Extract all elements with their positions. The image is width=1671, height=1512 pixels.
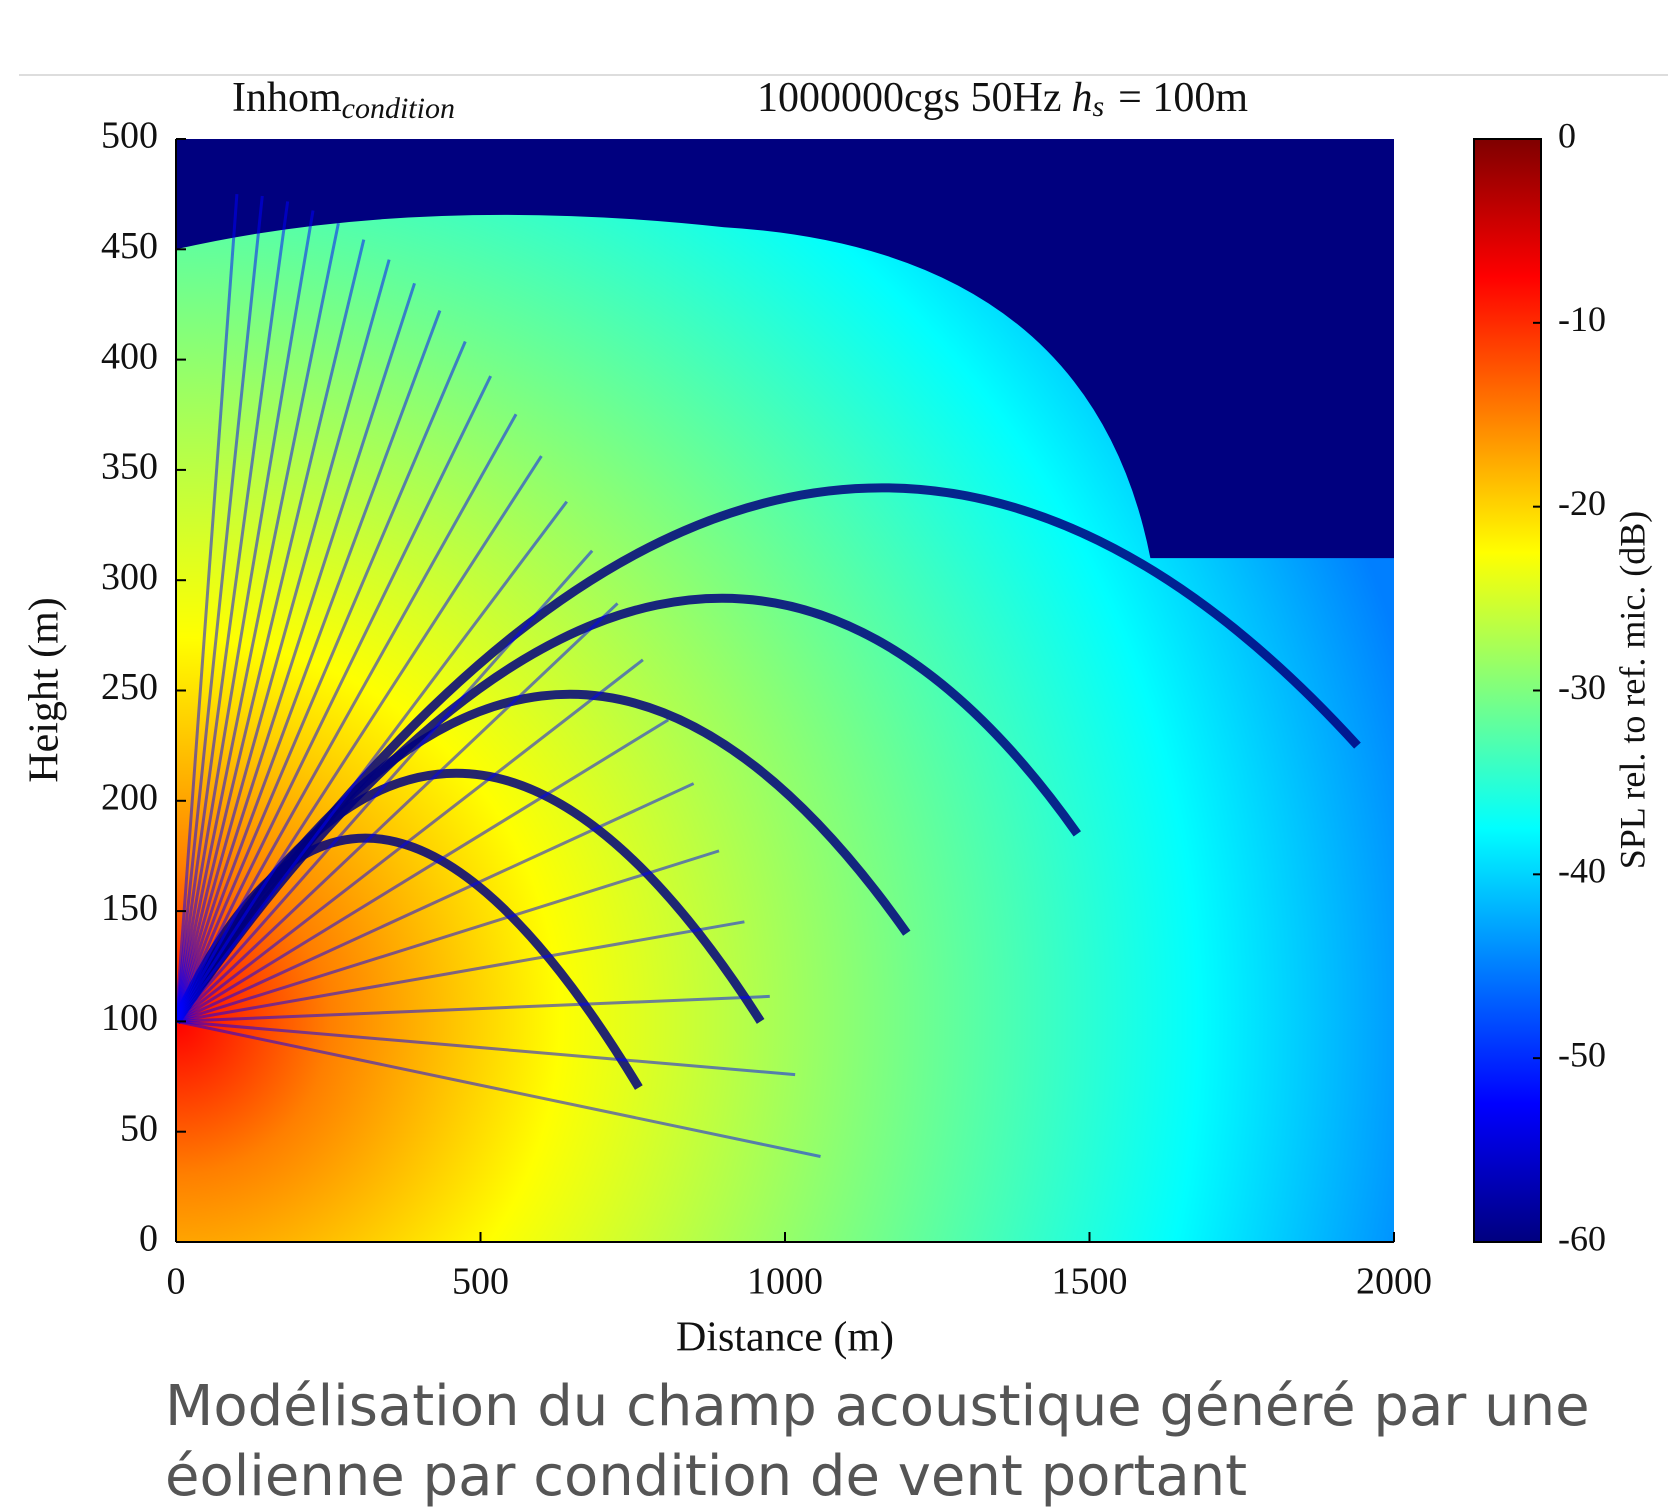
x-tick-label: 0	[167, 1261, 186, 1303]
field-ray	[176, 259, 391, 1022]
colorbar-tick-label: -30	[1558, 667, 1606, 707]
heatmap-field	[176, 139, 1394, 1242]
field-ray	[176, 920, 745, 1023]
y-tick-label: 400	[101, 335, 158, 377]
y-tick-label: 200	[101, 777, 158, 819]
colorbar-tick-label: 0	[1558, 115, 1576, 155]
y-tick-label: 0	[139, 1218, 158, 1260]
field-ray	[176, 602, 619, 1023]
field-ray	[176, 549, 594, 1023]
field-ray	[176, 658, 644, 1023]
field-ray	[176, 455, 543, 1023]
colorbar-tick-label: -60	[1558, 1218, 1606, 1258]
colorbar-label: SPL rel. to ref. mic. (dB)	[1612, 511, 1652, 870]
x-axis-label: Distance (m)	[676, 1315, 894, 1361]
field-ray	[176, 413, 518, 1023]
field-ray	[176, 1019, 796, 1077]
field-ray	[176, 310, 442, 1022]
title-text: 1000000cgs 50Hz	[757, 75, 1061, 121]
y-tick-label: 50	[120, 1107, 158, 1149]
colorbar-tick-label: -10	[1558, 299, 1606, 339]
title-sub: s	[1092, 90, 1104, 123]
field-ray	[176, 194, 239, 1022]
title-rest: = 100m	[1118, 75, 1248, 121]
field-ray	[176, 210, 315, 1022]
y-tick-label: 300	[101, 556, 158, 598]
colorbar-tick-label: -20	[1558, 483, 1606, 523]
y-tick-label: 450	[101, 225, 158, 267]
field-ray	[176, 239, 366, 1022]
x-tick-label: 1000	[747, 1261, 823, 1303]
field-ray	[176, 340, 467, 1022]
title-sub: condition	[342, 92, 455, 125]
y-tick-label: 500	[101, 115, 158, 157]
x-tick-label: 1500	[1052, 1261, 1128, 1303]
field-ray	[176, 718, 670, 1023]
y-tick-label: 100	[101, 997, 158, 1039]
field-ray	[176, 282, 416, 1022]
field-region	[176, 214, 1394, 1242]
field-ray	[176, 222, 340, 1022]
y-tick-label: 250	[101, 666, 158, 708]
field-ray	[176, 201, 290, 1022]
field-ray	[176, 782, 695, 1023]
y-axis-label: Height (m)	[22, 597, 68, 782]
field-ray	[176, 375, 492, 1023]
colorbar-tick-label: -40	[1558, 851, 1606, 891]
field-ray	[176, 500, 568, 1023]
title-text: Inhom	[232, 75, 342, 121]
field-ray	[176, 1019, 821, 1158]
field-ray	[176, 994, 770, 1023]
title-right: 1000000cgs 50Hz hs = 100m	[757, 75, 1248, 123]
x-tick-label: 2000	[1356, 1261, 1432, 1303]
field-ray	[176, 849, 720, 1023]
y-tick-label: 350	[101, 446, 158, 488]
colorbar	[1473, 138, 1542, 1243]
caption: Modélisation du champ acoustique généré …	[165, 1374, 1590, 1509]
x-tick-label: 500	[452, 1261, 509, 1303]
title-left: Inhomcondition	[232, 75, 455, 125]
title-var: h	[1071, 75, 1092, 121]
colorbar-tick-label: -50	[1558, 1034, 1606, 1074]
y-tick-label: 150	[101, 887, 158, 929]
field-ray	[176, 195, 264, 1022]
